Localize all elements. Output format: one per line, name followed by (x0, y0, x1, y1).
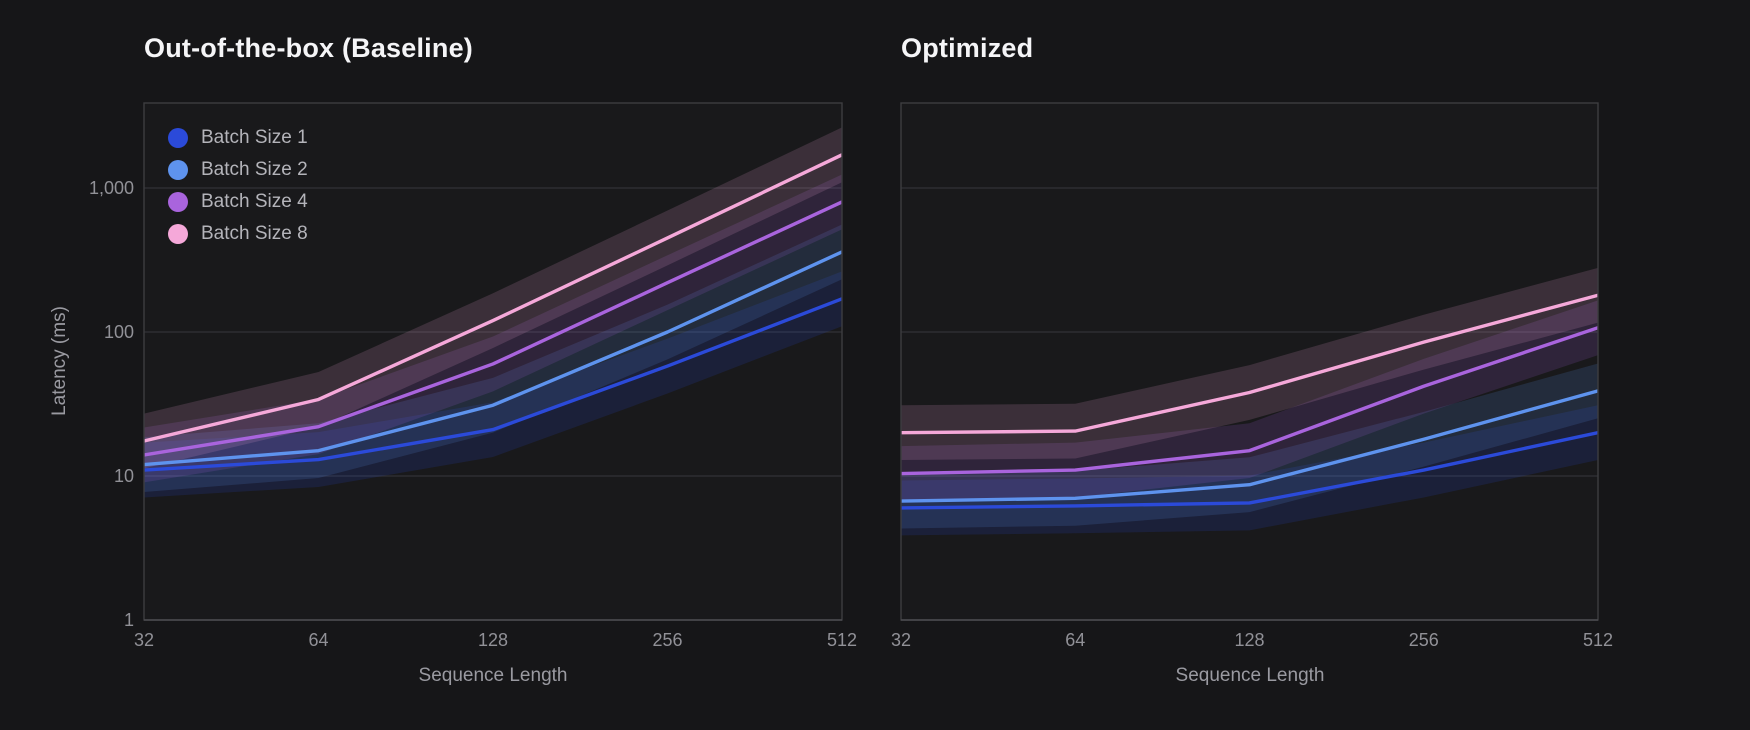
chart-baseline: 1 10 100 1,000 32 64 128 256 512 (89, 102, 857, 650)
x-tick-label: 512 (827, 630, 857, 650)
x-tick-label: 512 (1583, 630, 1613, 650)
series-line-batch-size-4 (901, 326, 1598, 476)
series-band-batch-size-8 (901, 267, 1598, 461)
legend-swatch-icon (168, 192, 188, 212)
series-line-batch-size-8 (901, 293, 1598, 435)
chart-title-baseline: Out-of-the-box (Baseline) (144, 33, 473, 63)
y-tick-label: 1 (124, 610, 134, 630)
chart-optimized: 32 64 128 256 512 (891, 102, 1613, 650)
series-band-batch-size-1 (144, 271, 842, 498)
series-line-batch-size-2 (144, 250, 842, 467)
legend-label: Batch Size 4 (201, 191, 308, 212)
x-tick-label: 256 (1409, 630, 1439, 650)
series-band-batch-size-1 (901, 405, 1598, 536)
x-tick-label: 128 (478, 630, 508, 650)
x-axis-label-optimized: Sequence Length (1175, 665, 1325, 686)
series-band-batch-size-4 (901, 300, 1598, 501)
series-line-batch-size-2 (901, 389, 1598, 503)
legend-swatch-icon (168, 160, 188, 180)
plot-area (901, 103, 1598, 620)
legend-label: Batch Size 1 (201, 127, 308, 148)
legend-item: Batch Size 2 (168, 159, 308, 180)
legend-label: Batch Size 2 (201, 159, 308, 180)
series-band-batch-size-8 (144, 127, 842, 469)
legend: Batch Size 1 Batch Size 2 Batch Size 4 Batc… (168, 127, 308, 244)
chart-title-optimized: Optimized (901, 33, 1034, 63)
legend-item: Batch Size 8 (168, 223, 308, 244)
legend-label: Batch Size 8 (201, 223, 308, 244)
x-tick-label: 64 (308, 630, 328, 650)
plot-area (144, 103, 842, 620)
x-tick-label: 32 (134, 630, 154, 650)
y-tick-label: 10 (114, 466, 134, 486)
x-tick-label: 256 (652, 630, 682, 650)
series-band-batch-size-4 (144, 174, 842, 483)
series-band-batch-size-2 (901, 363, 1598, 529)
series-line-batch-size-1 (901, 430, 1598, 510)
series-line-batch-size-4 (144, 200, 842, 457)
legend-swatch-icon (168, 128, 188, 148)
y-axis-label: Latency (ms) (49, 306, 70, 416)
legend-item: Batch Size 1 (168, 127, 308, 148)
legend-item: Batch Size 4 (168, 191, 308, 212)
legend-swatch-icon (168, 224, 188, 244)
y-tick-label: 100 (104, 322, 134, 342)
y-tick-label: 1,000 (89, 178, 134, 198)
x-tick-label: 32 (891, 630, 911, 650)
x-tick-label: 128 (1234, 630, 1264, 650)
series-line-batch-size-1 (144, 297, 842, 472)
x-axis-label-baseline: Sequence Length (418, 665, 568, 686)
x-tick-label: 64 (1065, 630, 1085, 650)
series-line-batch-size-8 (144, 153, 842, 443)
